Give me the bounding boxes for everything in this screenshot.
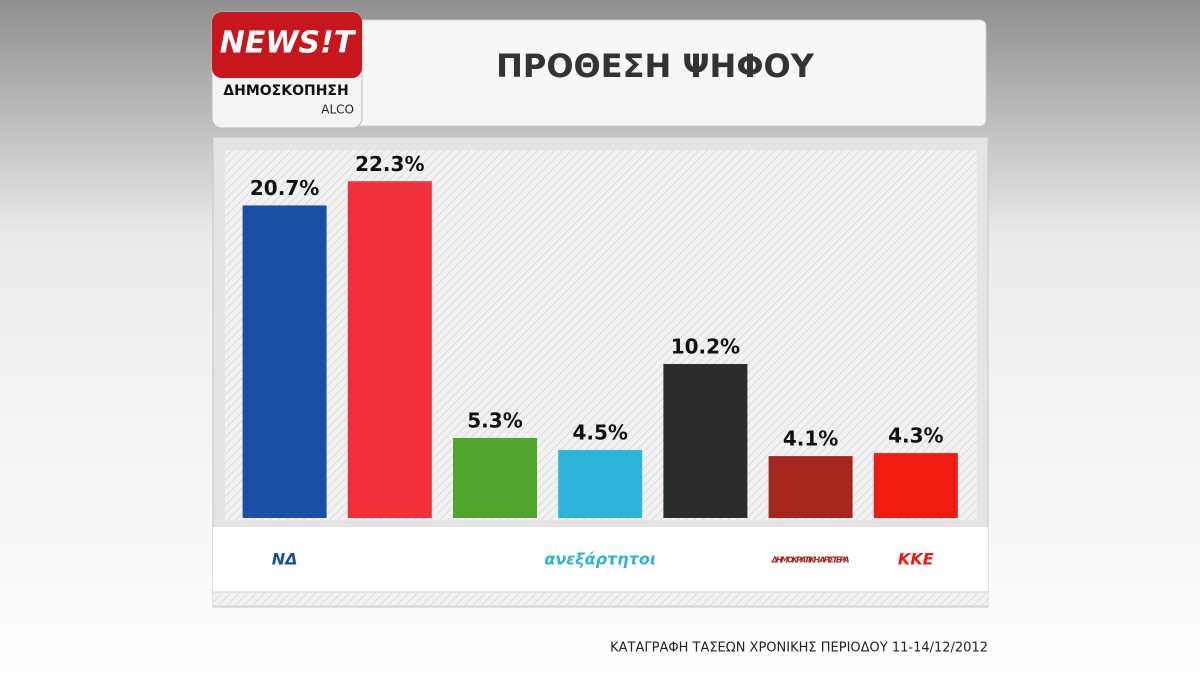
value-label: 10.2% [671, 334, 740, 358]
value-label: 4.3% [888, 424, 943, 448]
logo-row [213, 527, 988, 591]
bar [558, 450, 643, 518]
panel-foot [213, 593, 988, 605]
value-label: 20.7% [250, 176, 319, 200]
subtitle: ΔΗΜΟΣΚΟΠΗΣΗ [223, 83, 348, 99]
brand: NEWS!T [220, 26, 357, 61]
footnote: ΚΑΤΑΓΡΑΦΗ ΤΑΣΕΩΝ ΧΡΟΝΙΚΗΣ ΠΕΡΙΟΔΟΥ 11-14… [610, 641, 988, 656]
category-label: ΚΚΕ [898, 550, 934, 569]
value-label: 22.3% [355, 152, 424, 176]
value-label: 4.5% [572, 421, 627, 445]
logo-red [212, 12, 362, 78]
bar [453, 437, 537, 518]
category-label: ΝΔ [272, 550, 298, 569]
category-label: ΔΗΜΟΚΡΑΤΙΚΗ ΑΡΙΣΤΕΡΑ [771, 556, 850, 565]
bar [347, 181, 432, 518]
value-label: 5.3% [467, 408, 522, 432]
source: ALCO [321, 103, 354, 117]
bar [768, 456, 853, 518]
bar [242, 205, 327, 518]
bar [663, 363, 748, 518]
bar [873, 453, 958, 518]
value-label: 4.1% [783, 427, 838, 451]
chart-title: ΠΡΟΘΕΣΗ ΨΗΦΟΥ [496, 47, 815, 85]
category-label: ανεξάρτητοι [544, 550, 656, 569]
